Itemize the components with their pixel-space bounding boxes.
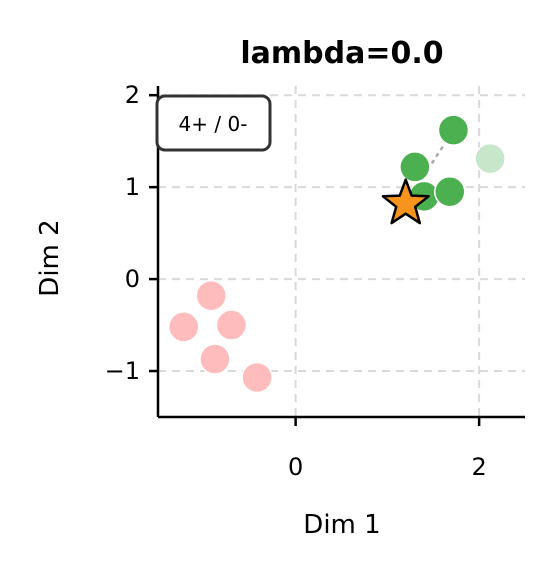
negative-point-2 [215, 309, 248, 341]
chart-title: lambda=0.0 [240, 36, 443, 71]
negative-point-3 [199, 343, 231, 375]
annotation-text: 4+ / 0- [179, 112, 248, 136]
data-points [167, 114, 506, 394]
negative-point-4 [241, 361, 273, 394]
y-tick-label-2: 1 [125, 173, 140, 201]
query-star [381, 178, 430, 225]
y-tick-label-0: −1 [105, 357, 140, 385]
y-tick-label-1: 0 [125, 265, 140, 293]
y-tick-label-3: 2 [125, 81, 140, 109]
x-tick-label-0: 0 [288, 453, 303, 481]
annotation-box: 4+ / 0- [155, 94, 272, 152]
negative-point-0 [195, 279, 227, 312]
x-tick-label-1: 2 [471, 453, 486, 481]
positive_faded-point-0 [474, 142, 506, 175]
positive-point-0 [437, 114, 470, 146]
tick-labels: 0 2 −1 0 1 2 [105, 81, 487, 481]
positive-point-3 [434, 175, 466, 208]
y-axis-label: Dim 2 [35, 219, 65, 296]
positive-point-1 [399, 151, 431, 183]
x-axis-label: Dim 1 [303, 510, 380, 540]
star-marker [381, 178, 430, 225]
negative-point-1 [167, 311, 200, 343]
